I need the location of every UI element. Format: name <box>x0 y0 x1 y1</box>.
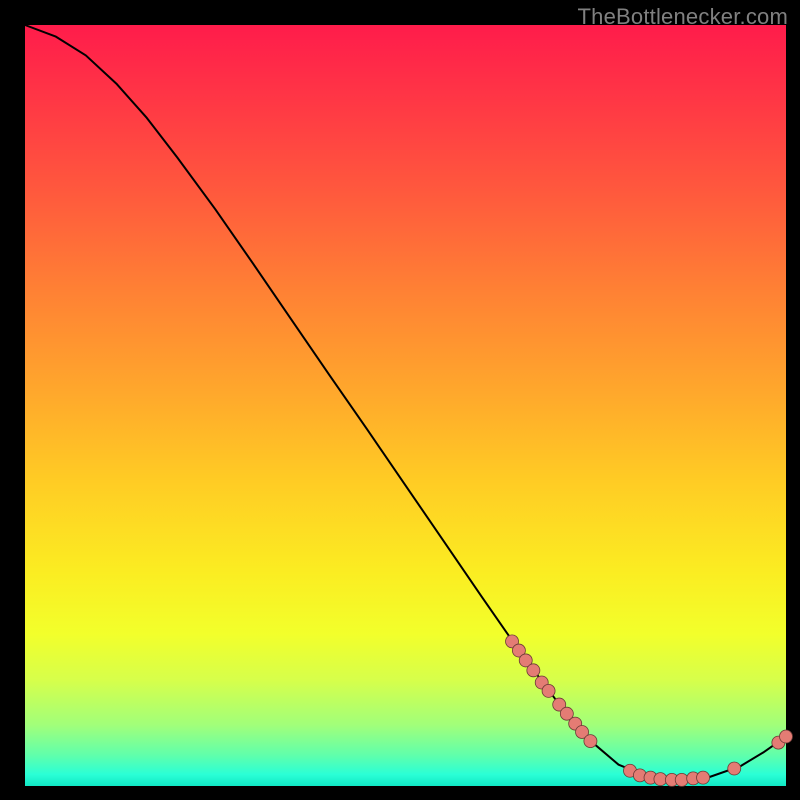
data-point <box>675 773 688 786</box>
data-point <box>697 771 710 784</box>
data-point <box>527 664 540 677</box>
bottleneck-chart: TheBottlenecker.com <box>0 0 800 800</box>
gradient-background <box>25 25 786 786</box>
chart-canvas <box>0 0 800 800</box>
data-point <box>728 762 741 775</box>
watermark-text: TheBottlenecker.com <box>578 4 788 30</box>
data-point <box>542 684 555 697</box>
data-point <box>584 735 597 748</box>
data-point <box>654 773 667 786</box>
data-point <box>780 730 793 743</box>
